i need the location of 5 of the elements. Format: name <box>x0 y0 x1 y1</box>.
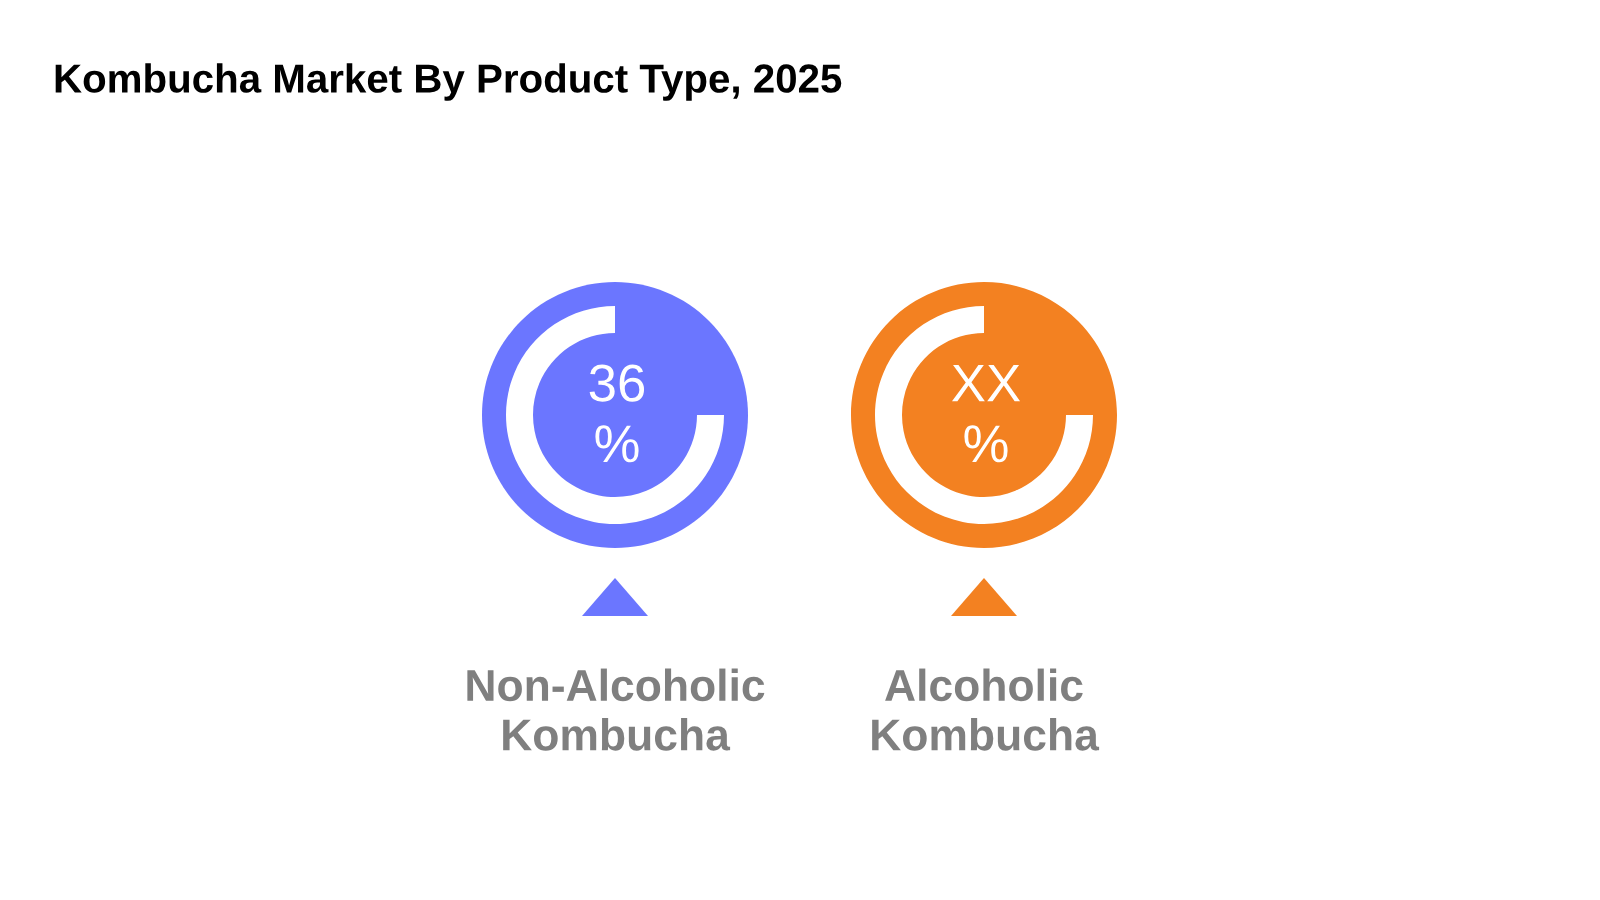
data-label: 36 % <box>589 364 645 463</box>
text: Kombucha Market By Product Type, 2025 <box>55 63 842 101</box>
category-label: Non-Alcoholic Kombucha <box>467 668 765 751</box>
category-label: Alcoholic Kombucha <box>872 668 1100 751</box>
data-label: XX % <box>951 365 1021 463</box>
